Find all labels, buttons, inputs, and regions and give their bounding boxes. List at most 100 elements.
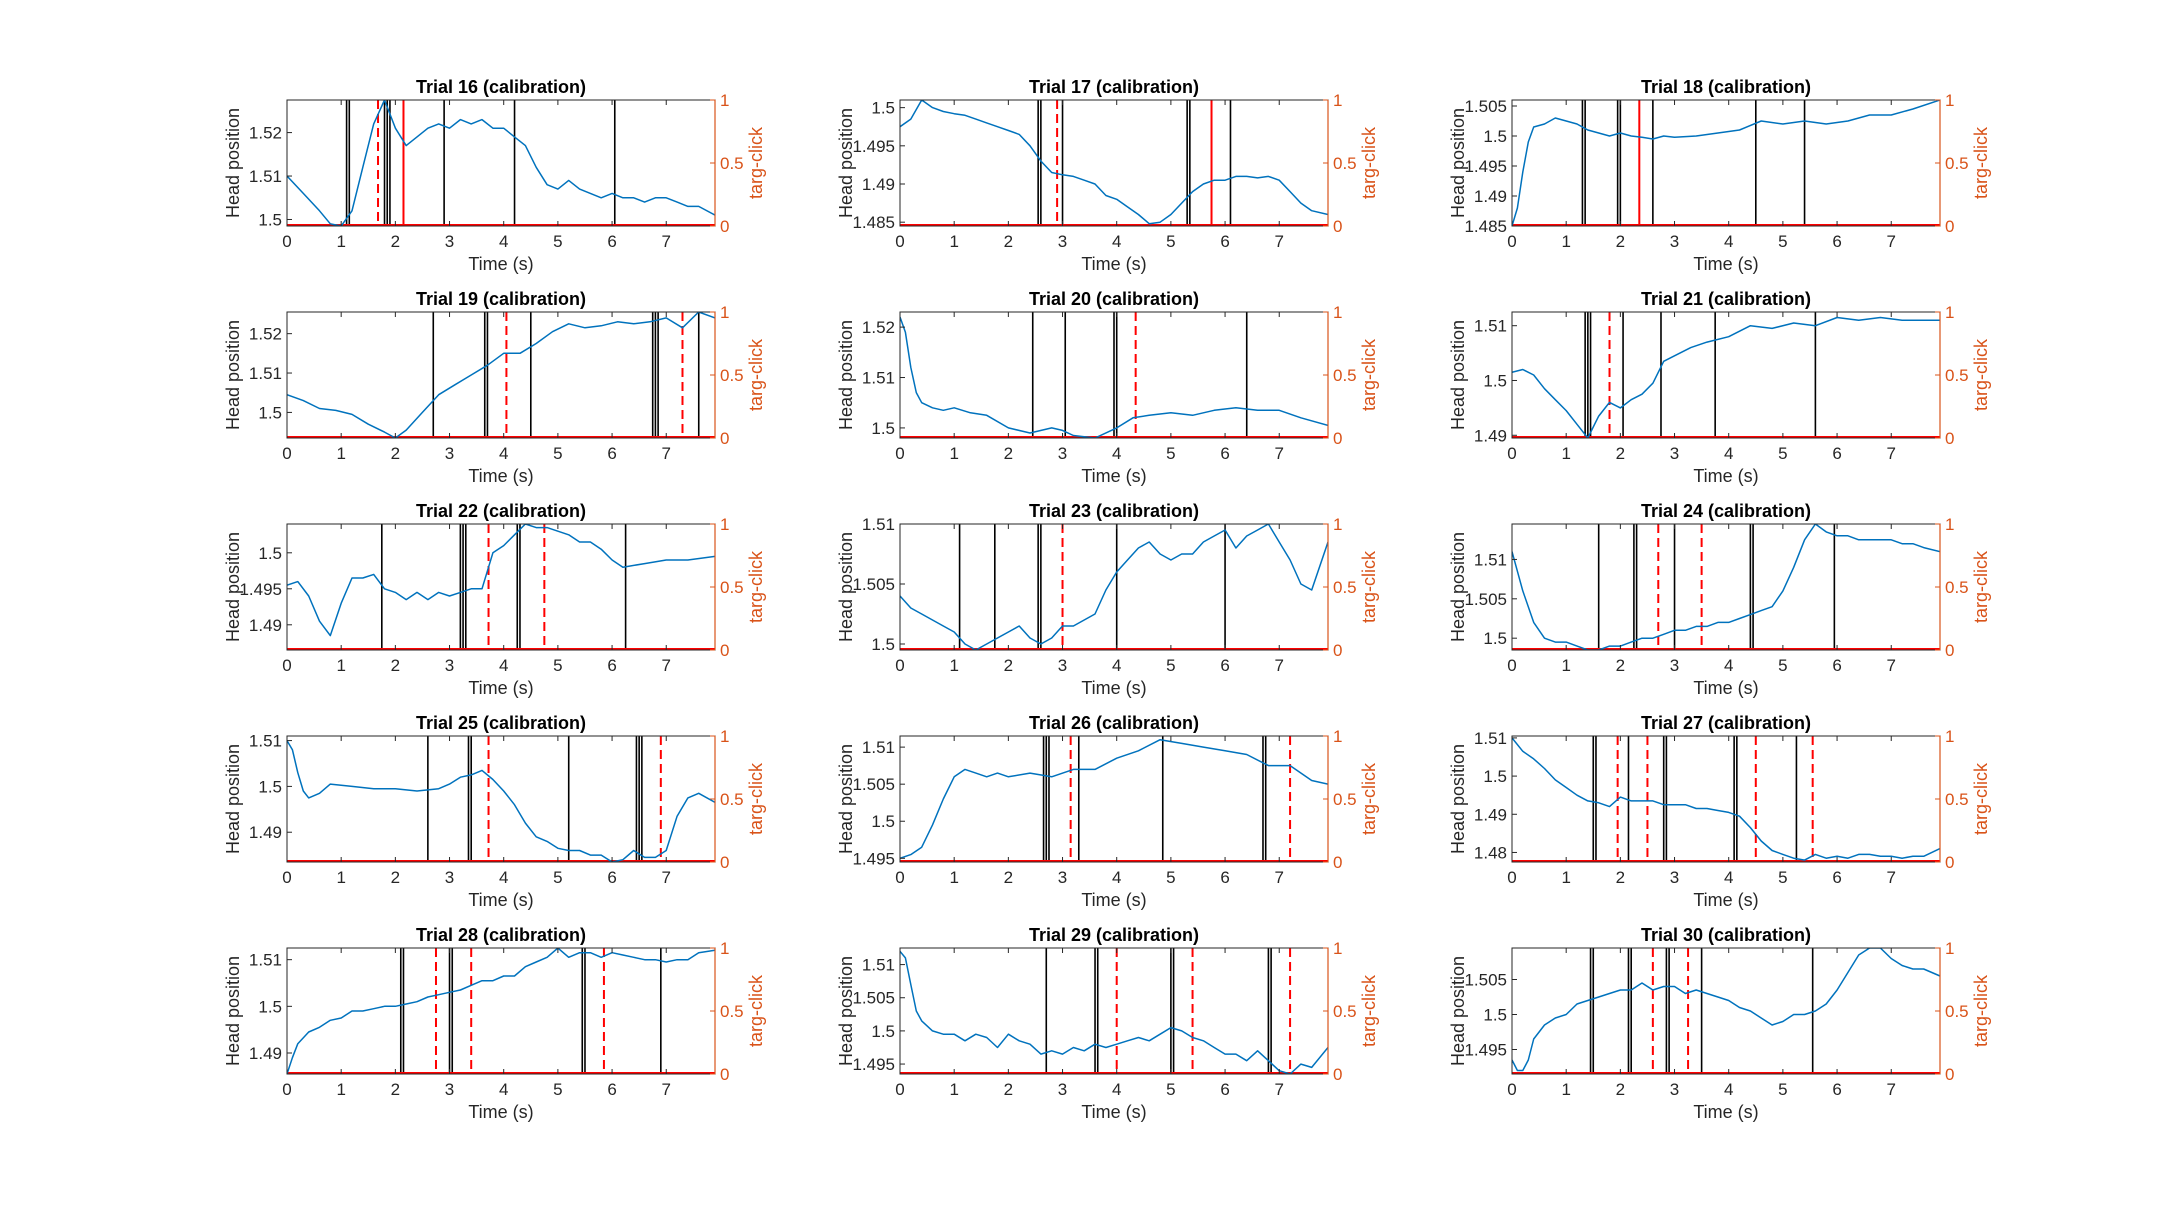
data-layer	[287, 100, 715, 226]
head-position-line	[1512, 100, 1940, 226]
y2-axis-label: targ-click	[746, 974, 766, 1047]
y-tick-label: 1.51	[249, 167, 282, 186]
x-axis-label: Time (s)	[1081, 678, 1146, 698]
y-axis-label: Head position	[1448, 320, 1468, 430]
y-tick-label: 1.51	[249, 364, 282, 383]
x-tick-label: 7	[662, 444, 671, 463]
x-axis-label: Time (s)	[1693, 466, 1758, 486]
head-position-line	[1512, 524, 1940, 650]
y2-axis-label: targ-click	[746, 550, 766, 623]
x-tick-label: 1	[1561, 232, 1570, 251]
chart-title: Trial 28 (calibration)	[416, 925, 586, 945]
x-tick-label: 5	[1166, 232, 1175, 251]
y-tick-label: 1.5	[258, 544, 282, 563]
x-tick-label: 6	[1832, 1080, 1841, 1099]
y-axis-label: Head position	[836, 320, 856, 430]
chart-title: Trial 20 (calibration)	[1029, 289, 1199, 309]
y-tick-label: 1.5	[258, 210, 282, 229]
x-tick-label: 5	[1778, 1080, 1787, 1099]
x-tick-label: 2	[1004, 868, 1013, 887]
plot-area	[1512, 948, 1940, 1074]
chart-panel: 0 1 2 3 4 5 6 7 1.5 1.505 1.51 0 0.5 1 Trial 23 (calib…	[836, 501, 1379, 698]
x-axis-label: Time (s)	[468, 466, 533, 486]
head-position-line	[1512, 316, 1940, 438]
y-tick-label: 1.495	[1464, 157, 1507, 176]
y-axis-label: Head position	[836, 956, 856, 1066]
y-tick-label: 1.5	[258, 997, 282, 1016]
x-tick-label: 4	[1112, 1080, 1121, 1099]
y2-tick-label: 0.5	[1333, 154, 1357, 173]
data-layer	[1512, 524, 1940, 650]
y2-tick-label: 0.5	[1333, 1002, 1357, 1021]
x-tick-label: 0	[282, 232, 291, 251]
x-tick-label: 2	[1616, 232, 1625, 251]
x-tick-label: 2	[391, 656, 400, 675]
x-tick-label: 2	[1616, 868, 1625, 887]
x-tick-label: 6	[1220, 232, 1229, 251]
x-tick-label: 2	[391, 868, 400, 887]
x-axis-label: Time (s)	[1081, 1102, 1146, 1122]
x-tick-label: 1	[336, 868, 345, 887]
data-layer	[287, 736, 715, 862]
y-tick-label: 1.51	[249, 732, 282, 751]
y2-axis-label: targ-click	[1971, 550, 1991, 623]
x-tick-label: 1	[949, 656, 958, 675]
y-axis-label: Head position	[1448, 532, 1468, 642]
y2-tick-label: 0	[720, 217, 729, 236]
y-tick-label: 1.49	[862, 175, 895, 194]
data-layer	[1512, 100, 1940, 226]
x-tick-label: 0	[282, 868, 291, 887]
chart-title: Trial 22 (calibration)	[416, 501, 586, 521]
y-tick-label: 1.5	[871, 635, 895, 654]
y-tick-label: 1.49	[1474, 187, 1507, 206]
x-tick-label: 1	[336, 1080, 345, 1099]
y2-tick-label: 1	[720, 303, 729, 322]
x-tick-label: 6	[607, 656, 616, 675]
plot-area	[287, 100, 715, 226]
x-tick-label: 1	[336, 656, 345, 675]
x-tick-label: 2	[1616, 444, 1625, 463]
y2-axis-label: targ-click	[1971, 126, 1991, 199]
x-tick-label: 0	[895, 232, 904, 251]
plot-area	[900, 100, 1328, 226]
chart-panel: 0 1 2 3 4 5 6 7 1.495 1.5 1.505 0 0.5 1 Trial 30 (cali…	[1448, 925, 1991, 1122]
x-tick-label: 4	[499, 444, 508, 463]
x-tick-label: 2	[1004, 1080, 1013, 1099]
x-tick-label: 3	[1058, 656, 1067, 675]
x-tick-label: 0	[895, 444, 904, 463]
y2-tick-label: 0.5	[1945, 790, 1969, 809]
x-tick-label: 7	[1887, 868, 1896, 887]
y-tick-label: 1.52	[249, 124, 282, 143]
y-tick-label: 1.505	[1464, 971, 1507, 990]
y-tick-label: 1.51	[862, 515, 895, 534]
y-axis-label: Head position	[836, 744, 856, 854]
chart-panel: 0 1 2 3 4 5 6 7 1.49 1.5 1.51 0 0.5 1 Trial 28 (calibr…	[223, 925, 766, 1122]
chart-title: Trial 25 (calibration)	[416, 713, 586, 733]
x-tick-label: 2	[391, 232, 400, 251]
y-tick-label: 1.49	[249, 1044, 282, 1063]
y-tick-label: 1.51	[862, 956, 895, 975]
plot-area	[900, 524, 1328, 650]
x-tick-label: 5	[1778, 444, 1787, 463]
x-tick-label: 5	[553, 868, 562, 887]
data-layer	[1512, 736, 1940, 862]
y2-axis-label: targ-click	[1359, 338, 1379, 411]
y2-tick-label: 0.5	[1333, 790, 1357, 809]
plot-area	[287, 524, 715, 650]
x-tick-label: 0	[1507, 232, 1516, 251]
head-position-line	[900, 100, 1328, 225]
x-tick-label: 0	[1507, 656, 1516, 675]
chart-panel: 0 1 2 3 4 5 6 7 1.49 1.5 1.51 0 0.5 1 Trial 25 (calibr…	[223, 713, 766, 910]
x-tick-label: 3	[445, 444, 454, 463]
y2-axis-label: targ-click	[1359, 550, 1379, 623]
x-tick-label: 4	[499, 232, 508, 251]
x-tick-label: 1	[949, 1080, 958, 1099]
x-tick-label: 7	[1887, 656, 1896, 675]
x-tick-label: 2	[1004, 656, 1013, 675]
y2-tick-label: 0	[720, 853, 729, 872]
x-axis-label: Time (s)	[468, 1102, 533, 1122]
x-axis-label: Time (s)	[1693, 1102, 1758, 1122]
y-axis-label: Head position	[223, 532, 243, 642]
x-tick-label: 4	[1724, 868, 1733, 887]
x-tick-label: 0	[282, 1080, 291, 1099]
